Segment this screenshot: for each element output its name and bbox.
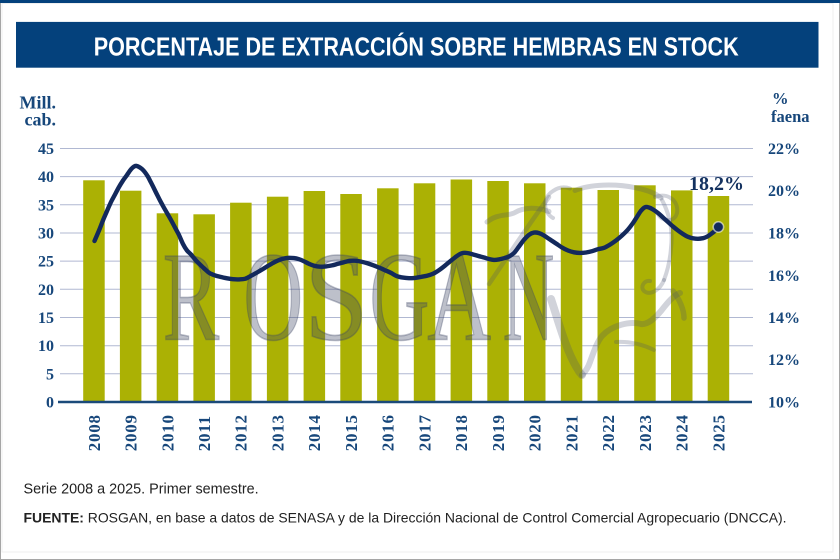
svg-text:12%: 12% bbox=[768, 352, 800, 369]
svg-text:2012: 2012 bbox=[232, 414, 251, 451]
svg-text:2014: 2014 bbox=[305, 414, 324, 451]
svg-text:N: N bbox=[503, 227, 554, 368]
svg-text:18,2%: 18,2% bbox=[689, 173, 744, 195]
svg-text:30: 30 bbox=[38, 226, 54, 243]
svg-text:15: 15 bbox=[38, 310, 54, 327]
svg-text:Mill.: Mill. bbox=[20, 93, 57, 113]
svg-text:2010: 2010 bbox=[158, 414, 177, 451]
svg-text:2021: 2021 bbox=[562, 414, 581, 451]
svg-text:45: 45 bbox=[38, 141, 54, 158]
svg-text:2015: 2015 bbox=[342, 414, 361, 451]
svg-text:%: % bbox=[772, 89, 789, 108]
svg-text:20: 20 bbox=[38, 282, 54, 299]
svg-text:18%: 18% bbox=[768, 226, 800, 243]
svg-text:FUENTE: ROSGAN, en base a dato: FUENTE: ROSGAN, en base a datos de SENAS… bbox=[24, 510, 787, 526]
svg-text:2022: 2022 bbox=[599, 414, 618, 451]
svg-text:2023: 2023 bbox=[636, 414, 655, 451]
svg-text:2019: 2019 bbox=[489, 414, 508, 451]
svg-text:2017: 2017 bbox=[415, 414, 434, 451]
svg-text:5: 5 bbox=[46, 366, 54, 383]
svg-text:2024: 2024 bbox=[673, 414, 692, 451]
svg-text:14%: 14% bbox=[768, 310, 800, 327]
svg-text:2018: 2018 bbox=[452, 414, 471, 451]
svg-text:2009: 2009 bbox=[122, 414, 141, 451]
svg-text:faena: faena bbox=[771, 107, 810, 126]
svg-text:20%: 20% bbox=[768, 183, 800, 200]
svg-text:10: 10 bbox=[38, 338, 54, 355]
svg-text:cab.: cab. bbox=[25, 110, 57, 130]
svg-text:2008: 2008 bbox=[85, 414, 104, 451]
svg-text:40: 40 bbox=[38, 169, 54, 186]
svg-text:S: S bbox=[304, 227, 368, 367]
svg-text:2016: 2016 bbox=[379, 414, 398, 451]
svg-text:G: G bbox=[369, 227, 429, 368]
svg-text:2013: 2013 bbox=[269, 414, 288, 451]
svg-text:O: O bbox=[243, 228, 303, 368]
svg-text:22%: 22% bbox=[768, 141, 800, 158]
svg-text:2025: 2025 bbox=[709, 414, 728, 451]
svg-text:2020: 2020 bbox=[526, 414, 545, 451]
svg-text:2011: 2011 bbox=[195, 415, 214, 451]
svg-text:35: 35 bbox=[38, 197, 54, 214]
svg-text:Serie 2008 a 2025. Primer seme: Serie 2008 a 2025. Primer semestre. bbox=[24, 482, 259, 498]
svg-text:PORCENTAJE DE EXTRACCIÓN SOBRE: PORCENTAJE DE EXTRACCIÓN SOBRE HEMBRAS E… bbox=[94, 31, 739, 61]
svg-text:0: 0 bbox=[46, 395, 54, 412]
svg-text:A: A bbox=[427, 227, 491, 367]
svg-text:25: 25 bbox=[38, 254, 54, 271]
svg-text:16%: 16% bbox=[768, 268, 800, 285]
svg-text:10%: 10% bbox=[768, 395, 800, 412]
svg-text:R: R bbox=[163, 228, 220, 368]
